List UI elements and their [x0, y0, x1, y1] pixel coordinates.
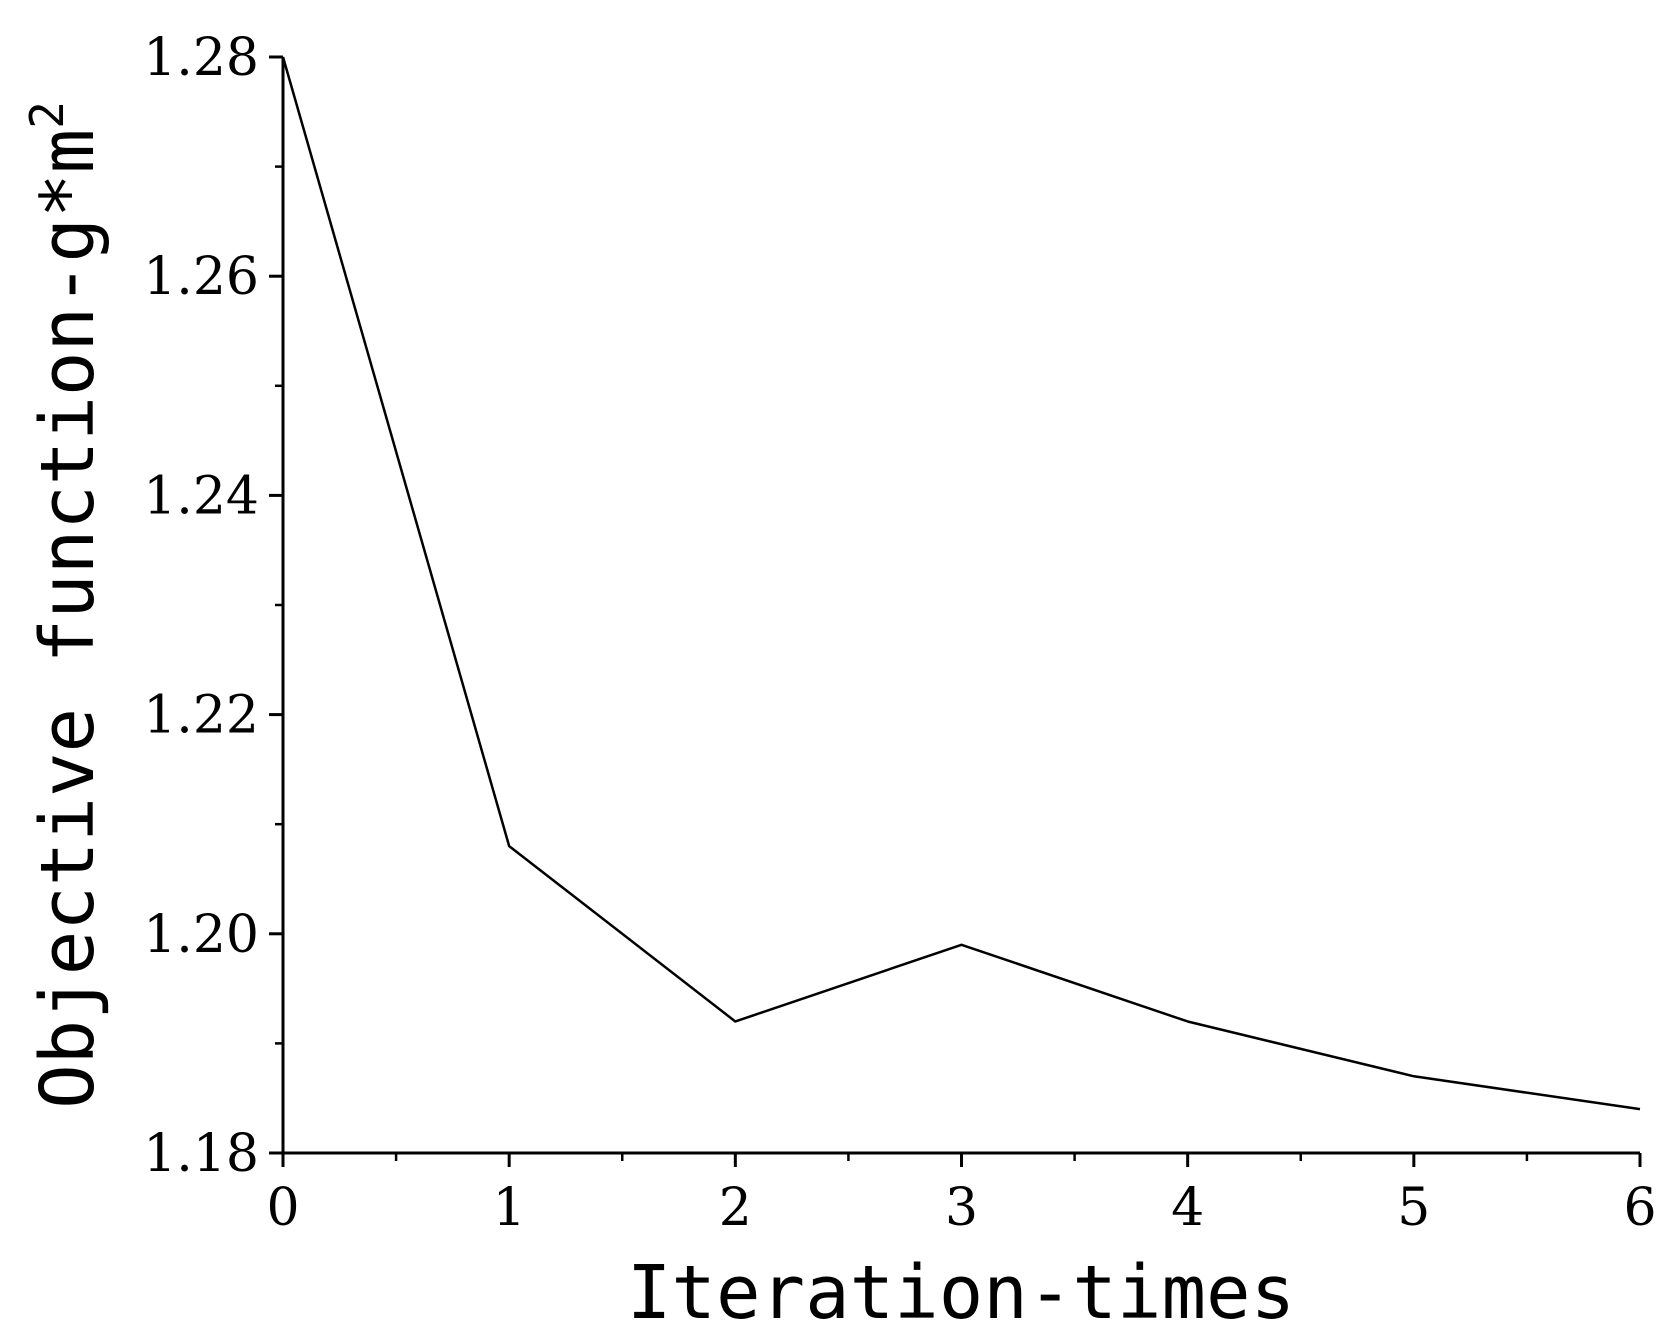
x-tick-label: 0 — [266, 1178, 299, 1238]
y-tick-label: 1.28 — [143, 28, 259, 88]
y-tick-label: 1.26 — [143, 247, 259, 307]
x-tick-label: 4 — [1171, 1178, 1204, 1238]
y-tick-label: 1.20 — [143, 905, 259, 965]
x-tick-label: 1 — [493, 1178, 526, 1238]
y-tick-label: 1.18 — [143, 1124, 259, 1184]
y-ticks: 1.18 1.20 1.22 1.24 1.26 1.28 — [143, 28, 283, 1184]
x-axis-title: Iteration-times — [627, 1250, 1295, 1328]
series-layer — [281, 56, 1641, 1111]
x-tick-label: 3 — [945, 1178, 978, 1238]
x-ticks: 0 1 2 3 4 5 6 — [266, 1153, 1657, 1238]
series-line — [281, 56, 1641, 1111]
y-tick-label: 1.22 — [143, 686, 259, 746]
y-tick-label: 1.24 — [143, 466, 259, 526]
x-tick-label: 2 — [719, 1178, 752, 1238]
y-axis-title: Objective function-g*m2 — [20, 101, 111, 1109]
y-axis-title-superscript: 2 — [20, 101, 74, 129]
x-tick-label: 6 — [1623, 1178, 1656, 1238]
x-tick-label: 5 — [1397, 1178, 1430, 1238]
y-axis-title-main: Objective function-g*m — [25, 129, 111, 1109]
axes — [281, 57, 1640, 1155]
